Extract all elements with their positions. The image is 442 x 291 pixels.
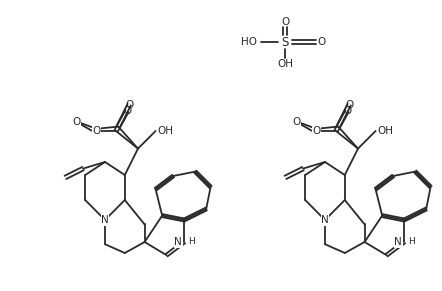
Text: N: N bbox=[321, 215, 329, 225]
Text: O: O bbox=[92, 126, 100, 136]
Text: N: N bbox=[175, 237, 182, 247]
Text: OH: OH bbox=[158, 126, 174, 136]
Text: H: H bbox=[408, 237, 415, 246]
Text: OH: OH bbox=[377, 126, 393, 136]
Text: O: O bbox=[72, 117, 81, 127]
Text: O: O bbox=[123, 106, 131, 116]
Text: O: O bbox=[125, 100, 133, 110]
Text: H: H bbox=[188, 237, 195, 246]
Text: N: N bbox=[394, 237, 402, 247]
Text: O: O bbox=[293, 117, 301, 127]
Text: O: O bbox=[343, 106, 351, 116]
Text: S: S bbox=[281, 36, 289, 49]
Text: O: O bbox=[312, 126, 320, 136]
Text: O: O bbox=[281, 17, 289, 27]
Text: O: O bbox=[317, 37, 325, 47]
Text: O: O bbox=[345, 100, 353, 110]
Text: HO: HO bbox=[241, 37, 257, 47]
Text: OH: OH bbox=[277, 59, 293, 69]
Text: N: N bbox=[101, 215, 109, 225]
